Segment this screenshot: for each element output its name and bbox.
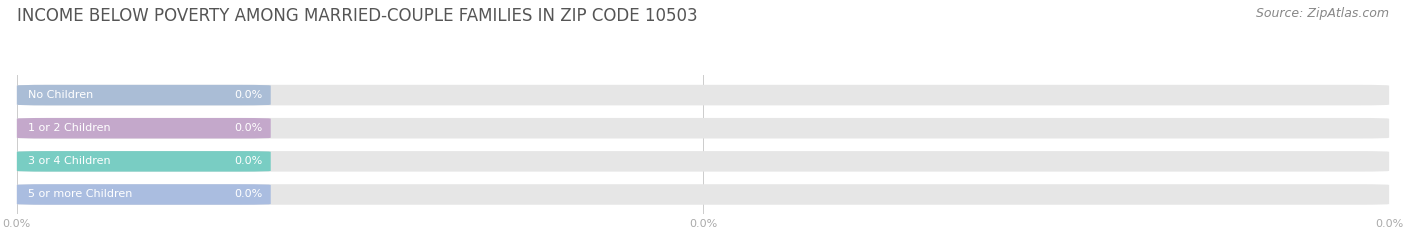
FancyBboxPatch shape bbox=[17, 118, 271, 138]
FancyBboxPatch shape bbox=[17, 184, 1389, 205]
Text: INCOME BELOW POVERTY AMONG MARRIED-COUPLE FAMILIES IN ZIP CODE 10503: INCOME BELOW POVERTY AMONG MARRIED-COUPL… bbox=[17, 7, 697, 25]
Text: 5 or more Children: 5 or more Children bbox=[28, 189, 132, 199]
Text: Source: ZipAtlas.com: Source: ZipAtlas.com bbox=[1256, 7, 1389, 20]
FancyBboxPatch shape bbox=[17, 151, 271, 172]
Text: 0.0%: 0.0% bbox=[235, 90, 263, 100]
FancyBboxPatch shape bbox=[17, 184, 271, 205]
Text: 3 or 4 Children: 3 or 4 Children bbox=[28, 156, 111, 166]
Text: No Children: No Children bbox=[28, 90, 93, 100]
FancyBboxPatch shape bbox=[17, 85, 1389, 105]
Text: 0.0%: 0.0% bbox=[235, 189, 263, 199]
Text: 1 or 2 Children: 1 or 2 Children bbox=[28, 123, 111, 133]
Text: 0.0%: 0.0% bbox=[235, 156, 263, 166]
FancyBboxPatch shape bbox=[17, 85, 271, 105]
Text: 0.0%: 0.0% bbox=[235, 123, 263, 133]
FancyBboxPatch shape bbox=[17, 151, 1389, 172]
FancyBboxPatch shape bbox=[17, 118, 1389, 138]
